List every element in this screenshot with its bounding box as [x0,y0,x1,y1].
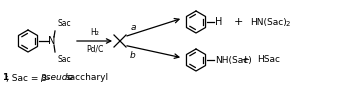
Text: Sac: Sac [57,55,71,64]
Text: +: + [240,55,250,65]
Text: H: H [215,17,222,27]
Text: ; Sac = 3-: ; Sac = 3- [6,74,51,83]
Text: Sac: Sac [57,19,71,28]
Text: N: N [48,36,56,46]
Text: NH(Sac): NH(Sac) [215,56,252,65]
Text: pseudo: pseudo [40,74,73,83]
Text: 1: 1 [2,74,8,83]
Text: Pd/C: Pd/C [86,44,103,53]
Text: b: b [130,50,136,59]
Text: H₂: H₂ [90,28,99,37]
Text: a: a [130,23,136,32]
Text: HSac: HSac [257,56,280,65]
Text: saccharyl: saccharyl [66,74,109,83]
Text: +: + [233,17,243,27]
Text: HN(Sac): HN(Sac) [250,18,287,27]
Text: 2: 2 [286,22,290,28]
